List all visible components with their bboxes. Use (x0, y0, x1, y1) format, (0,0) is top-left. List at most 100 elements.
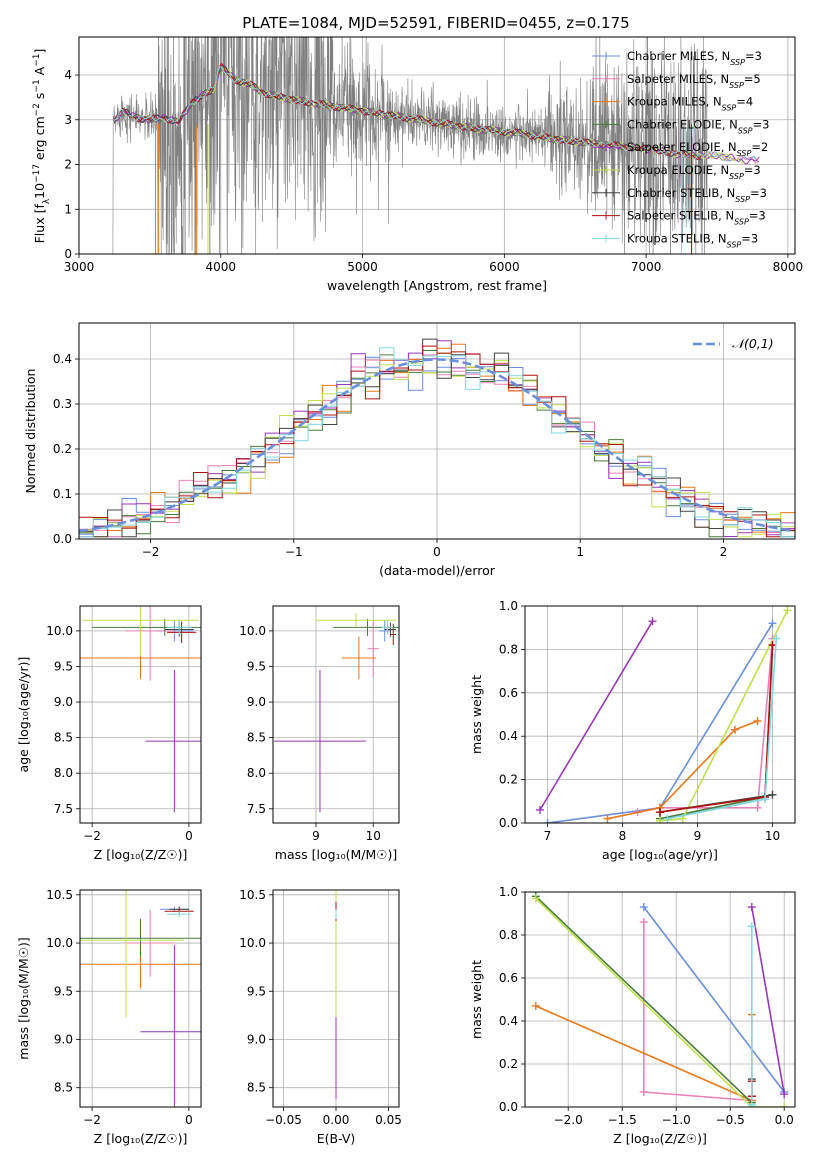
legend-label-tail: =3 (753, 117, 770, 131)
y-label-part: −1 (32, 54, 42, 67)
axes-frame (79, 605, 202, 824)
legend-label-tail: =3 (744, 163, 761, 177)
y-tick-label: 0.2 (53, 442, 72, 456)
x-tick-label: −1.0 (662, 1113, 691, 1127)
legend-label: 𝒩(0,1) (732, 336, 774, 351)
x-tick-label: 0 (185, 1113, 193, 1127)
legend-label-sub: SSP (729, 172, 744, 181)
legend-label-main: Chabrier MILES, N (627, 49, 730, 63)
axes-frame (272, 889, 400, 1108)
legend-label-tail: =3 (750, 186, 767, 200)
mass-weight-line (539, 620, 654, 811)
x-tick-label: −2 (83, 829, 101, 843)
y-tick-label: 7.5 (247, 802, 266, 816)
x-tick-label: 2 (720, 545, 728, 559)
x-tick-label: −2.0 (554, 1113, 583, 1127)
axes-massweight_vs_age: 7 8 9 10 0.0 0.2 0.4 0.6 0.8 1.0 (499, 599, 795, 843)
y-tick-label: 0.1 (53, 487, 72, 501)
mass-weight-line (643, 906, 785, 1093)
x-tick-label: −1.5 (608, 1113, 637, 1127)
y-axis-label: mass [log₁₀(M/M☉)] (16, 937, 31, 1059)
y-tick-label: 10.5 (46, 888, 73, 902)
x-axis-label: (data-model)/error (379, 563, 496, 578)
mass-weight-marker (531, 894, 540, 903)
y-tick-label: 0.2 (499, 1057, 518, 1071)
legend-label-sub: SSP (735, 194, 750, 203)
y-tick-label: 9.5 (247, 659, 266, 673)
legend-label-tail: =3 (741, 231, 758, 245)
y-axis-label: mass weight (469, 960, 484, 1039)
legend-label-tail: =3 (745, 49, 762, 63)
data-spectrum (111, 37, 708, 254)
legend-label-main: Chabrier STELIB, N (627, 186, 735, 200)
legend-label-sub: SSP (734, 217, 749, 226)
x-tick-label: 10 (765, 829, 780, 843)
x-axis-label: E(B-V) (317, 1131, 356, 1146)
legend-label-sub: SSP (730, 58, 745, 67)
axes-frame (79, 889, 202, 1108)
mass-weight-line (535, 897, 785, 1107)
x-tick-label: −0.05 (265, 1113, 302, 1127)
axes-mass_vs_ebv: −0.05 0.00 0.05 8.5 9.0 9.5 10.0 10.5 (239, 888, 402, 1127)
y-tick-label: 0.4 (499, 729, 518, 743)
mass-weight-marker (731, 725, 739, 734)
legend-label-tail: =5 (744, 72, 761, 86)
y-tick-label: 0 (64, 247, 72, 261)
y-tick-label: 10.0 (46, 624, 73, 638)
mass-weight-marker (780, 1090, 789, 1099)
mass-weight-marker (603, 814, 612, 823)
mass-weight-marker (648, 617, 657, 626)
x-tick-label: 7 (544, 829, 552, 843)
x-tick-label: 9 (694, 829, 702, 843)
axes-age_vs_Z: −2 0 7.5 8.0 8.5 9.0 9.5 10.0 (46, 606, 201, 843)
y-label-part: A (32, 66, 47, 79)
plot-marks (531, 892, 789, 1107)
y-tick-label: 8.5 (54, 1081, 73, 1095)
residual-histogram (79, 347, 795, 538)
mass-weight-marker (639, 1087, 648, 1096)
y-label-part: −2 (32, 103, 42, 116)
legend-label: Chabrier STELIB, NSSP=3 (627, 186, 767, 204)
legend-label: Kroupa MILES, NSSP=4 (627, 95, 753, 113)
legend-label-main: Kroupa ELODIE, N (627, 163, 729, 177)
y-tick-label: 1.0 (499, 599, 518, 613)
axes-frame (524, 605, 796, 824)
legend-label-main: Kroupa STELIB, N (627, 231, 727, 245)
mass-weight-marker (536, 805, 544, 814)
y-tick-label: 9.0 (54, 1032, 73, 1046)
y-tick-label: 9.5 (54, 659, 73, 673)
mass-weight-marker (663, 814, 672, 823)
x-tick-label: 3000 (64, 260, 95, 274)
mass-weight-marker (753, 803, 762, 812)
mass-weight-marker (747, 903, 756, 912)
legend-label: Chabrier MILES, NSSP=3 (627, 49, 762, 67)
y-tick-label: 4 (64, 68, 72, 82)
y-tick-label: 8.5 (247, 731, 266, 745)
plot-marks (111, 37, 760, 254)
y-tick-label: 9.0 (247, 695, 266, 709)
y-axis-label: Flux [fλ10−17 erg cm−2 s−1 A−1] (32, 49, 52, 244)
x-tick-label: 8 (619, 829, 627, 843)
mass-weight-marker (656, 816, 664, 823)
x-tick-label: 9 (312, 829, 320, 843)
y-tick-label: 0.6 (499, 971, 518, 985)
y-tick-label: 0.4 (499, 1014, 518, 1028)
y-tick-label: 0.0 (53, 532, 72, 546)
x-tick-label: 0.0 (775, 1113, 794, 1127)
legend-label-tail: =3 (749, 209, 766, 223)
y-label-part: 10 (32, 183, 47, 199)
x-tick-label: 10 (366, 829, 381, 843)
axes-mass_vs_Z: −2 0 8.5 9.0 9.5 10.0 10.5 (46, 888, 201, 1127)
x-tick-label: 5000 (347, 260, 378, 274)
legend-label: Chabrier ELODIE, NSSP=3 (627, 117, 769, 135)
legend-label-sub: SSP (738, 126, 753, 135)
legend-label-sub: SSP (722, 103, 737, 112)
y-label-part: ] (32, 49, 47, 54)
y-tick-label: 0.8 (499, 928, 518, 942)
legend-label-main: Salpeter MILES, N (627, 72, 729, 86)
model-line (206, 66, 745, 164)
x-tick-label: 6000 (489, 260, 520, 274)
legend-label: Salpeter ELODIE, NSSP=2 (627, 140, 768, 158)
gaussian-curve (79, 358, 793, 533)
mass-weight-marker (768, 619, 777, 628)
